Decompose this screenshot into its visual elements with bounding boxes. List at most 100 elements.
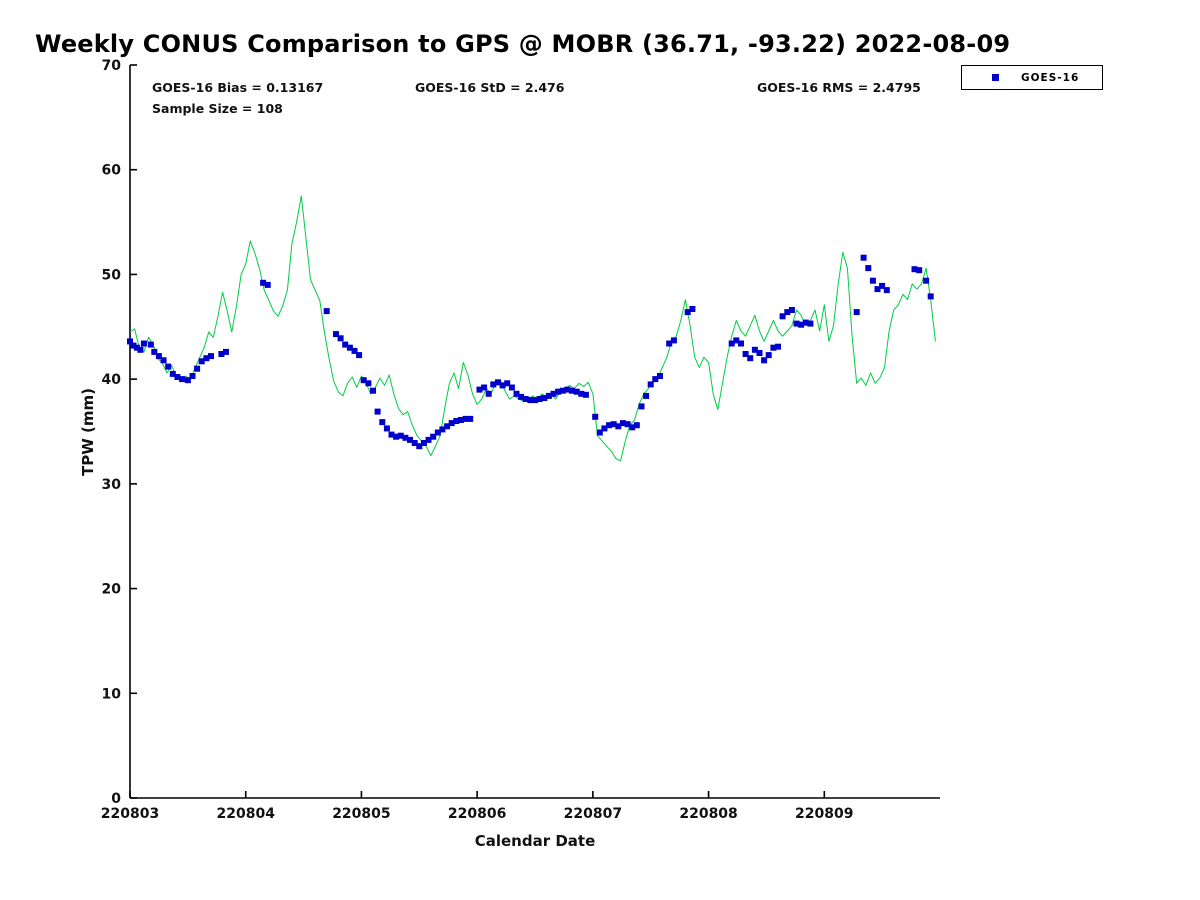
goes16-point: [569, 387, 575, 394]
goes16-point: [652, 376, 659, 383]
goes16-point: [788, 307, 795, 313]
goes16-point: [578, 390, 585, 397]
goes16-point: [189, 373, 196, 379]
x-tick-label: 220805: [332, 806, 390, 822]
goes16-point: [596, 429, 603, 436]
goes16-point: [793, 320, 800, 327]
goes16-point: [689, 306, 696, 312]
goes16-point: [670, 337, 677, 344]
goes16-point: [923, 277, 930, 284]
goes16-point: [916, 267, 923, 274]
goes16-point: [411, 440, 418, 446]
goes16-point: [430, 433, 437, 440]
goes16-point: [738, 340, 744, 347]
goes16-point: [564, 386, 571, 393]
goes16-point: [657, 373, 663, 379]
goes16-point: [203, 355, 210, 362]
goes16-point: [160, 357, 167, 364]
goes16-point: [555, 388, 562, 395]
y-tick-label: 0: [111, 791, 121, 807]
x-tick-label: 220803: [101, 806, 159, 822]
goes16-point: [379, 419, 386, 426]
goes16-point: [779, 313, 786, 320]
annotation-sample-size: Sample Size = 108: [152, 101, 283, 116]
goes16-point: [728, 340, 735, 347]
x-tick-label: 220806: [448, 806, 506, 822]
goes16-point: [582, 391, 589, 398]
goes16-point: [333, 331, 339, 338]
goes16-point: [550, 390, 557, 397]
goes16-point: [807, 320, 814, 327]
goes16-point: [624, 421, 631, 428]
goes16-point: [666, 340, 673, 347]
goes16-point: [504, 380, 511, 387]
goes16-point: [179, 376, 186, 383]
goes16-point: [184, 377, 191, 384]
goes16-point: [374, 408, 381, 415]
goes16-point: [927, 293, 934, 300]
goes16-point: [633, 422, 640, 429]
goes16-point: [756, 350, 763, 356]
goes16-point: [592, 413, 599, 420]
goes16-point: [883, 287, 890, 294]
goes16-point: [425, 436, 432, 443]
goes16-point: [208, 353, 214, 360]
goes16-point: [137, 346, 144, 353]
goes16-point: [383, 425, 390, 432]
goes16-point: [346, 344, 353, 351]
goes16-point: [393, 433, 400, 440]
goes16-point: [869, 277, 876, 284]
goes16-point: [420, 440, 427, 446]
goes16-point: [518, 393, 525, 400]
goes16-point: [747, 355, 754, 362]
goes16-point: [761, 357, 768, 364]
goes16-point: [476, 386, 483, 393]
goes16-point: [615, 423, 622, 430]
goes16-point: [260, 279, 267, 286]
goes16-point: [323, 308, 330, 315]
goes16-point: [775, 343, 781, 350]
goes16-point: [165, 363, 172, 370]
goes16-point: [402, 434, 409, 441]
goes16-point: [388, 431, 395, 438]
goes16-point: [541, 395, 548, 401]
goes16-point: [416, 443, 423, 450]
goes16-point: [169, 370, 176, 377]
goes16-point: [356, 352, 363, 359]
goes16-point: [499, 382, 506, 389]
goes16-point: [643, 392, 650, 399]
goes16-point: [532, 397, 538, 404]
annotation-bias: GOES-16 Bias = 0.13167: [152, 80, 324, 95]
goes16-point: [798, 321, 805, 328]
x-tick-label: 220807: [564, 806, 622, 822]
goes16-point: [351, 347, 358, 354]
legend-label-goes16: GOES-16: [1021, 71, 1080, 84]
goes16-point: [453, 418, 460, 424]
goes16-point: [490, 381, 497, 388]
y-tick-label: 50: [102, 267, 122, 283]
y-tick-label: 40: [102, 372, 122, 388]
goes16-point: [223, 348, 229, 355]
goes16-point: [174, 374, 181, 380]
goes16-point: [802, 319, 809, 326]
goes16-point: [536, 396, 543, 402]
gps-line: [129, 195, 936, 462]
goes16-point: [784, 309, 791, 316]
goes16-point: [684, 309, 691, 316]
goes16-point: [133, 344, 140, 351]
goes16-point: [601, 425, 608, 432]
x-tick-label: 220804: [216, 806, 275, 822]
goes16-point: [264, 281, 271, 288]
goes16-point: [360, 377, 367, 384]
goes16-point: [467, 415, 474, 422]
goes16-point: [397, 432, 404, 439]
goes16-point: [495, 379, 501, 386]
goes16-point: [407, 436, 413, 443]
x-axis-label: Calendar Date: [474, 832, 596, 850]
goes16-point: [770, 344, 777, 351]
goes16-point: [439, 426, 446, 433]
chart-title: Weekly CONUS Comparison to GPS @ MOBR (3…: [35, 30, 1011, 58]
goes16-point: [457, 417, 464, 423]
